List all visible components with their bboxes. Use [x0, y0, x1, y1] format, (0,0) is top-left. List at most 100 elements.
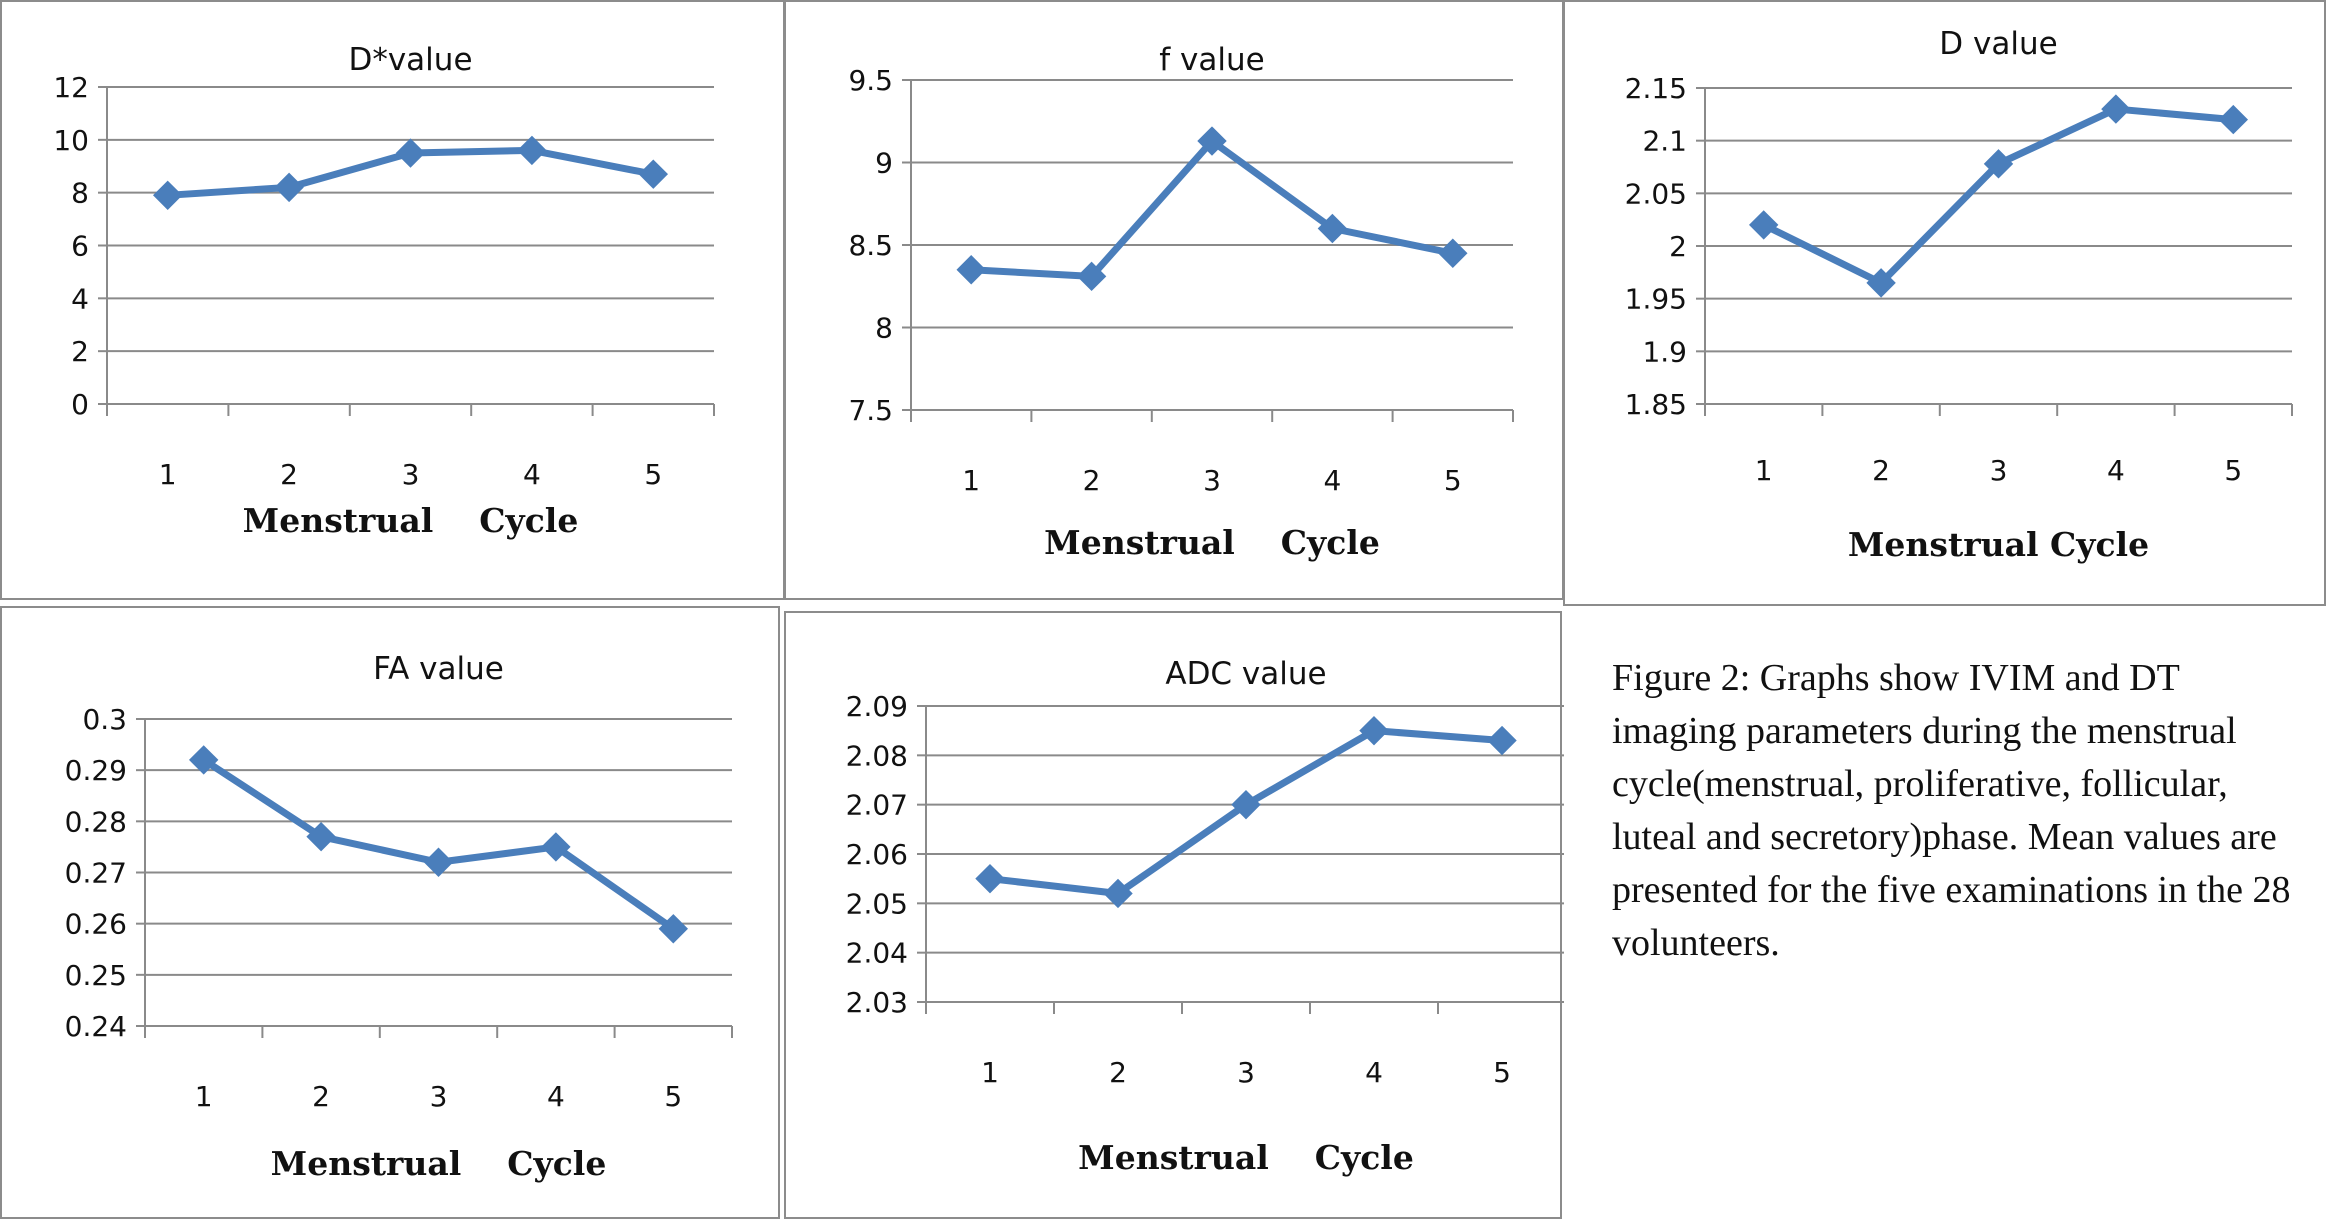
y-tick-label: 0.24	[65, 1010, 127, 1043]
chart-title: f value	[1159, 42, 1264, 78]
data-point	[423, 847, 454, 877]
chart-title: D value	[1939, 26, 2057, 62]
series-line	[1762, 105, 2234, 287]
y-tick-label: 9.5	[848, 64, 893, 97]
chart-f-value: f value 7.5 8 8.5 9 9.5 1 2 3 4 5 Menstrual Cycle	[848, 42, 1514, 562]
series-line	[971, 137, 1454, 280]
x-tick-label: 1	[1755, 454, 1773, 487]
y-tick-label: 12	[53, 71, 89, 104]
y-tick-label: 9	[875, 147, 893, 180]
x-axis-label: Menstrual Cycle	[1044, 523, 1380, 562]
y-tick-label: 8	[875, 312, 893, 345]
y-tick-label: 2.06	[846, 838, 908, 871]
x-tick-label: 2	[280, 458, 298, 491]
y-tick-label: 1.95	[1625, 283, 1687, 316]
data-point	[1438, 238, 1468, 268]
y-tick-label: 1.85	[1625, 388, 1687, 421]
data-point	[188, 745, 219, 775]
y-tick-label: 10	[53, 124, 89, 157]
y-tick-label: 0	[71, 388, 89, 421]
chart-title: D*value	[348, 42, 472, 78]
x-tick-label: 4	[1365, 1056, 1383, 1089]
x-tick-label: 5	[644, 458, 662, 491]
chart-panel-d: D value 1.85 1.9 1.95 2 2.05 2.1 2.15 1 2 3 4 5 Menst…	[1563, 0, 2326, 606]
x-tick-label: 2	[1872, 454, 1890, 487]
y-tick-label: 2.15	[1625, 72, 1687, 105]
chart-title: ADC value	[1165, 656, 1326, 692]
y-tick-label: 0.28	[65, 805, 127, 838]
y-tick-label: 0.27	[65, 857, 127, 890]
chart-panel-fa: FA value 0.24 0.25 0.26 0.27 0.28 0.29 0.3 1 2 3 4 5…	[0, 606, 780, 1219]
y-tick-label: 2.05	[1625, 177, 1687, 210]
y-tick-label: 8	[71, 177, 89, 210]
x-tick-label: 4	[1323, 464, 1341, 497]
data-point	[306, 821, 336, 852]
chart-title: FA value	[373, 651, 504, 687]
x-tick-label: 5	[664, 1080, 682, 1113]
data-point	[658, 914, 689, 944]
data-point	[956, 255, 986, 285]
y-tick-label: 2.08	[846, 739, 908, 772]
y-tick-label: 0.29	[65, 754, 127, 787]
chart-panel-f: f value 7.5 8 8.5 9 9.5 1 2 3 4 5 Menstrual Cycle	[784, 0, 1564, 600]
y-tick-label: 2	[71, 335, 89, 368]
y-tick-label: 2.05	[846, 887, 908, 920]
data-point	[541, 832, 571, 862]
x-tick-label: 4	[2107, 454, 2125, 487]
y-tick-label: 8.5	[848, 229, 893, 262]
data-point	[274, 172, 304, 203]
data-point	[1487, 725, 1517, 756]
x-tick-label: 3	[1203, 464, 1221, 497]
data-point	[2101, 94, 2131, 124]
data-point	[638, 159, 669, 189]
y-tick-label: 0.26	[65, 908, 127, 941]
y-tick-label: 2.04	[846, 937, 908, 970]
y-tick-label: 6	[71, 230, 89, 263]
x-tick-label: 5	[1493, 1056, 1511, 1089]
chart-fa-value: FA value 0.24 0.25 0.26 0.27 0.28 0.29 0.3 1 2 3 4 5…	[65, 651, 733, 1183]
y-tick-label: 2.09	[846, 690, 908, 723]
x-tick-label: 3	[1237, 1056, 1255, 1089]
data-point	[1983, 149, 2014, 179]
data-point	[1103, 878, 1133, 909]
x-tick-label: 1	[962, 464, 980, 497]
x-tick-label: 3	[1990, 454, 2008, 487]
x-tick-label: 4	[547, 1080, 565, 1113]
x-tick-label: 2	[1109, 1056, 1127, 1089]
y-tick-label: 7.5	[848, 394, 893, 427]
chart-panel-adc: ADC value 2.03 2.04 2.05 2.06 2.07 2.08 2.09 1 2 3…	[784, 611, 1564, 1219]
x-tick-label: 1	[195, 1080, 213, 1113]
chart-panel-dstar: D*value 0 2 4 6 8 10 12 1 2 3 4 5 Menstrual Cycle	[0, 0, 785, 600]
figure-caption: Figure 2: Graphs show IVIM and DT imagin…	[1612, 657, 2291, 964]
data-point	[395, 138, 426, 168]
y-tick-label: 4	[71, 282, 89, 315]
x-tick-label: 2	[1083, 464, 1101, 497]
data-point	[1359, 715, 1389, 746]
x-tick-label: 3	[430, 1080, 448, 1113]
y-tick-label: 2.07	[846, 789, 908, 822]
y-tick-label: 2.03	[846, 986, 908, 1019]
data-point	[1748, 210, 1779, 240]
data-point	[152, 180, 183, 211]
x-tick-label: 2	[312, 1080, 330, 1113]
y-tick-label: 2	[1669, 230, 1687, 263]
y-tick-label: 1.9	[1642, 335, 1687, 368]
series-line	[201, 757, 676, 932]
x-tick-label: 5	[2224, 454, 2242, 487]
y-tick-label: 2.1	[1642, 125, 1687, 158]
data-point	[2218, 104, 2249, 135]
data-point	[1197, 126, 1227, 156]
data-point	[1231, 789, 1261, 820]
x-axis-label: Menstrual Cycle	[1848, 525, 2149, 564]
y-tick-label: 0.25	[65, 959, 127, 992]
data-point	[517, 135, 547, 166]
data-point	[1076, 261, 1107, 292]
x-tick-label: 5	[1444, 464, 1462, 497]
x-tick-label: 1	[159, 458, 177, 491]
x-axis-label: Menstrual Cycle	[243, 501, 579, 540]
chart-adc-value: ADC value 2.03 2.04 2.05 2.06 2.07 2.08 2.09 1 2 3…	[846, 656, 1564, 1177]
x-axis-label: Menstrual Cycle	[1078, 1138, 1414, 1177]
x-tick-label: 1	[981, 1056, 999, 1089]
chart-d-value: D value 1.85 1.9 1.95 2 2.05 2.1 2.15 1 2 3 4 5 Menst…	[1625, 26, 2293, 564]
